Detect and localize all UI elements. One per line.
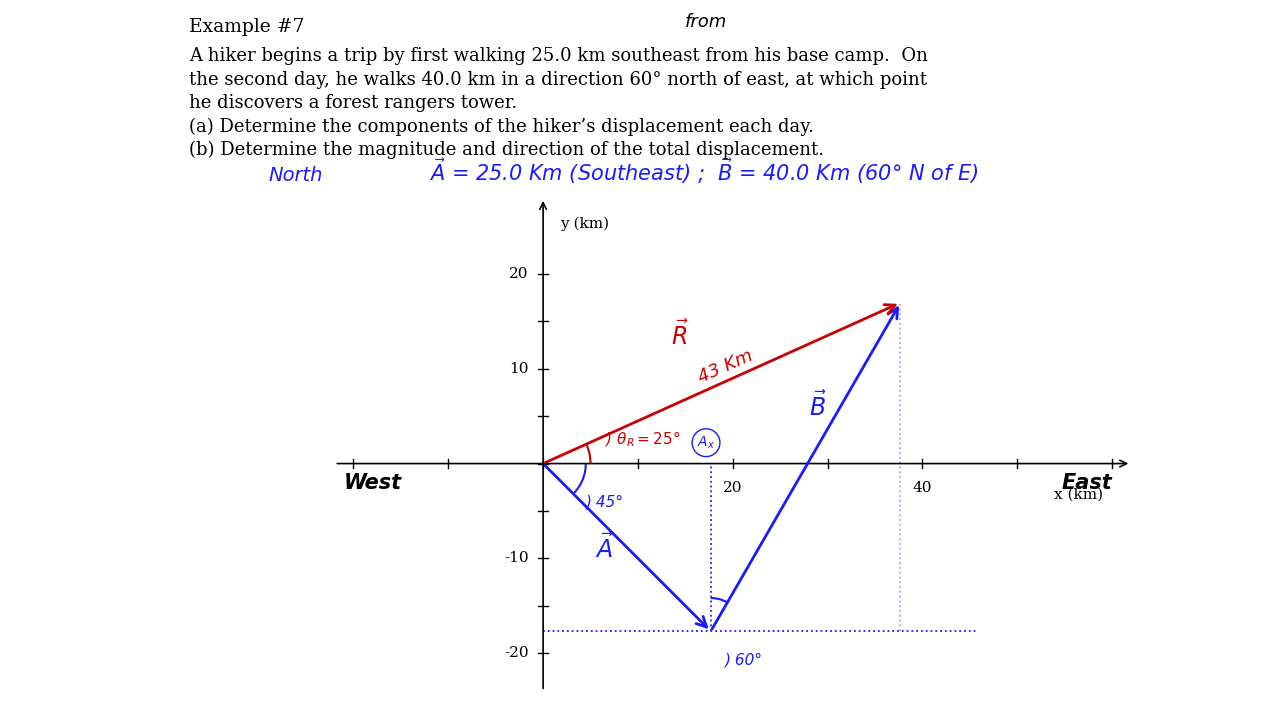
- Text: ) 45°: ) 45°: [586, 494, 623, 509]
- Text: y (km): y (km): [561, 217, 609, 231]
- Text: $A_x$: $A_x$: [698, 434, 716, 451]
- Text: $\vec{A}$ = 25.0 Km (Southeast) ;  $\vec{B}$ = 40.0 Km (60° N of E): $\vec{A}$ = 25.0 Km (Southeast) ; $\vec{…: [429, 157, 978, 186]
- Text: ) 60°: ) 60°: [724, 652, 763, 667]
- Text: West: West: [344, 472, 402, 492]
- Text: 20: 20: [723, 481, 742, 495]
- Text: from: from: [685, 14, 727, 32]
- Text: 43 Km: 43 Km: [695, 347, 755, 387]
- Text: Example #7: Example #7: [189, 19, 305, 37]
- Text: $\vec{B}$: $\vec{B}$: [809, 392, 826, 421]
- Text: the second day, he walks 40.0 km in a direction 60° north of east, at which poin: the second day, he walks 40.0 km in a di…: [189, 71, 928, 89]
- Text: he discovers a forest rangers tower.: he discovers a forest rangers tower.: [189, 94, 517, 112]
- Text: (b) Determine the magnitude and direction of the total displacement.: (b) Determine the magnitude and directio…: [189, 140, 824, 159]
- Text: 10: 10: [509, 361, 529, 376]
- Text: 20: 20: [509, 267, 529, 281]
- Text: -10: -10: [504, 552, 529, 565]
- Text: $\vec{A}$: $\vec{A}$: [595, 534, 614, 564]
- Text: ) $\theta_R = 25°$: ) $\theta_R = 25°$: [604, 430, 680, 449]
- Text: North: North: [269, 166, 324, 186]
- Text: $\vec{R}$: $\vec{R}$: [671, 320, 689, 350]
- Text: x (km): x (km): [1053, 487, 1102, 501]
- Text: 40: 40: [913, 481, 932, 495]
- Text: A hiker begins a trip by first walking 25.0 km southeast from his base camp.  On: A hiker begins a trip by first walking 2…: [189, 48, 928, 66]
- Text: East: East: [1061, 472, 1112, 492]
- Text: (a) Determine the components of the hiker’s displacement each day.: (a) Determine the components of the hike…: [189, 117, 814, 136]
- Text: -20: -20: [504, 647, 529, 660]
